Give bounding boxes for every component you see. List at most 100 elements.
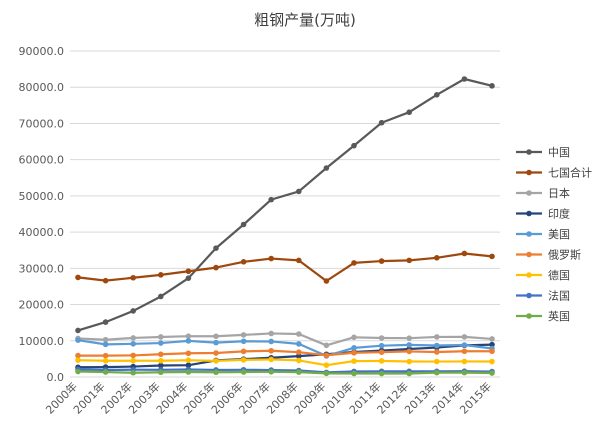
data-point bbox=[461, 358, 468, 365]
data-point bbox=[323, 165, 330, 171]
legend-marker bbox=[526, 272, 532, 278]
legend-item: 印度 bbox=[516, 207, 570, 221]
data-point bbox=[378, 342, 385, 349]
data-point bbox=[434, 334, 440, 340]
data-point bbox=[406, 342, 413, 348]
data-point bbox=[102, 369, 109, 375]
data-point bbox=[158, 369, 164, 376]
data-point bbox=[461, 250, 468, 257]
legend-label: 德国 bbox=[548, 268, 570, 282]
data-point bbox=[406, 348, 413, 355]
data-point bbox=[240, 338, 247, 345]
data-point bbox=[461, 342, 468, 348]
data-point bbox=[296, 353, 302, 359]
data-point bbox=[489, 83, 495, 89]
data-point bbox=[351, 334, 357, 341]
data-point bbox=[102, 277, 109, 284]
x-axis-ticks: 2000年2001年2002年2003年2004年2005年2006年2007年… bbox=[43, 379, 494, 416]
data-point bbox=[130, 369, 136, 376]
legend-item: 法国 bbox=[516, 289, 570, 303]
data-point bbox=[240, 259, 247, 265]
data-point bbox=[185, 275, 192, 281]
data-point bbox=[102, 357, 109, 364]
data-point bbox=[130, 335, 136, 341]
data-point bbox=[102, 336, 109, 343]
data-point bbox=[240, 221, 247, 228]
data-point bbox=[268, 369, 275, 375]
legend-label: 日本 bbox=[548, 186, 570, 200]
data-point bbox=[461, 334, 468, 340]
data-point bbox=[158, 357, 164, 364]
y-tick-label: 40000.0 bbox=[19, 226, 65, 239]
legend-label: 印度 bbox=[548, 207, 570, 221]
data-point bbox=[130, 274, 136, 281]
data-point bbox=[461, 76, 468, 82]
data-point bbox=[406, 370, 413, 377]
series-line bbox=[77, 332, 493, 347]
data-point bbox=[268, 255, 275, 262]
data-point bbox=[434, 342, 440, 349]
data-point bbox=[351, 358, 357, 364]
data-point bbox=[102, 319, 109, 325]
data-point bbox=[434, 255, 440, 261]
data-point bbox=[406, 257, 413, 264]
data-point bbox=[102, 341, 109, 348]
series-2 bbox=[75, 330, 495, 349]
legend-item: 俄罗斯 bbox=[516, 249, 581, 262]
y-tick-label: 90000.0 bbox=[19, 45, 65, 58]
data-point bbox=[213, 350, 219, 356]
data-point bbox=[296, 188, 302, 195]
data-point bbox=[323, 342, 330, 349]
legend-item: 德国 bbox=[516, 268, 570, 282]
series-1 bbox=[75, 250, 495, 284]
data-point bbox=[158, 351, 164, 358]
data-point bbox=[185, 357, 192, 363]
series-line bbox=[77, 358, 493, 367]
series-line bbox=[77, 368, 493, 374]
data-point bbox=[75, 368, 81, 375]
y-tick-label: 0.0 bbox=[47, 371, 65, 384]
data-point bbox=[75, 327, 81, 334]
y-axis-ticks: 0.0 10000.0 20000.0 30000.0 40000.0 50000.0 60… bbox=[19, 45, 65, 384]
legend-label: 法国 bbox=[548, 289, 570, 303]
data-point bbox=[489, 341, 495, 348]
data-point bbox=[213, 369, 219, 376]
data-point bbox=[185, 338, 192, 344]
data-point bbox=[130, 352, 136, 359]
y-tick-label: 50000.0 bbox=[19, 190, 65, 203]
series-0 bbox=[75, 76, 495, 334]
data-point bbox=[296, 369, 302, 375]
data-point bbox=[351, 370, 357, 377]
data-point bbox=[378, 349, 385, 355]
legend-marker bbox=[526, 313, 532, 319]
data-point bbox=[434, 92, 440, 98]
data-point bbox=[489, 336, 495, 342]
series-line bbox=[77, 349, 492, 357]
data-point bbox=[268, 338, 275, 345]
data-point bbox=[213, 333, 219, 340]
data-point bbox=[323, 362, 330, 368]
data-point bbox=[406, 358, 413, 365]
data-point bbox=[185, 333, 192, 339]
data-point bbox=[185, 350, 192, 357]
data-point bbox=[75, 337, 81, 343]
data-point bbox=[185, 362, 192, 368]
data-point bbox=[378, 335, 385, 341]
data-point bbox=[130, 357, 136, 364]
series-line bbox=[77, 343, 493, 369]
series-line bbox=[77, 252, 493, 283]
legend-item: 七国合计 bbox=[516, 166, 592, 180]
data-point bbox=[75, 352, 81, 359]
data-point bbox=[461, 369, 468, 376]
data-point bbox=[75, 274, 81, 281]
data-point bbox=[185, 369, 192, 375]
data-point bbox=[213, 358, 219, 364]
data-point bbox=[351, 345, 357, 351]
data-point bbox=[268, 330, 275, 337]
y-tick-label: 60000.0 bbox=[19, 154, 65, 167]
data-point bbox=[378, 119, 385, 126]
data-point bbox=[268, 356, 275, 363]
data-point bbox=[240, 348, 247, 355]
